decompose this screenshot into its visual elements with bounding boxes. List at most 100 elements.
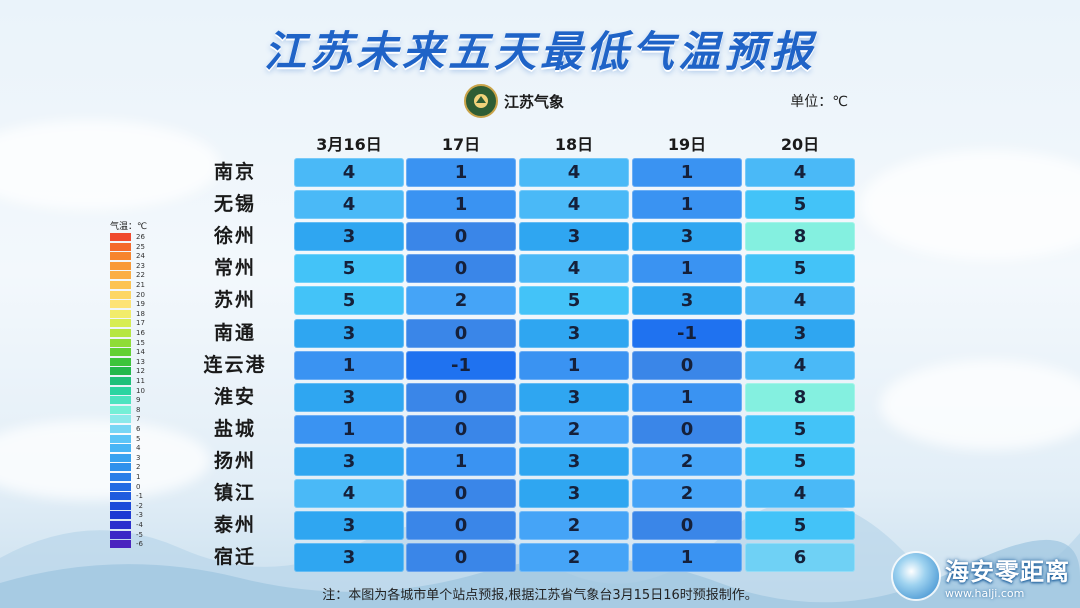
legend-title: 气温：℃ bbox=[110, 222, 148, 232]
temperature-cell: 0 bbox=[406, 479, 516, 508]
legend-label: 17 bbox=[136, 319, 145, 327]
temperature-cell: 0 bbox=[406, 254, 516, 283]
legend-swatch bbox=[110, 377, 131, 385]
legend-label: 8 bbox=[136, 406, 141, 414]
temperature-cell: 3 bbox=[294, 319, 404, 348]
temperature-cell: 4 bbox=[745, 479, 855, 508]
temperature-cell: 3 bbox=[294, 511, 404, 540]
legend-swatch bbox=[110, 319, 131, 327]
temperature-cell: 0 bbox=[632, 511, 742, 540]
cma-logo: 江苏气象 bbox=[464, 84, 564, 118]
temperature-cell: 3 bbox=[294, 543, 404, 572]
legend-label: 24 bbox=[136, 252, 145, 260]
legend-swatch bbox=[110, 271, 131, 279]
legend-swatch bbox=[110, 463, 131, 471]
date-header: 17日 bbox=[441, 135, 481, 154]
watermark-name: 海安零距离 bbox=[945, 558, 1070, 586]
temperature-cell: 1 bbox=[406, 447, 516, 476]
legend-swatch bbox=[110, 406, 131, 414]
date-header: 20日 bbox=[780, 135, 820, 154]
temperature-cell: 8 bbox=[745, 383, 855, 412]
temperature-cell: 5 bbox=[294, 254, 404, 283]
legend-label: 10 bbox=[136, 387, 145, 395]
legend-label: 11 bbox=[136, 377, 145, 385]
city-label: 盐城 bbox=[213, 418, 256, 440]
legend-label: 6 bbox=[136, 425, 141, 433]
temperature-cell: 6 bbox=[745, 543, 855, 572]
temperature-cell: 4 bbox=[745, 158, 855, 187]
temperature-cell: 4 bbox=[745, 351, 855, 380]
background-cloud bbox=[0, 120, 220, 210]
legend-swatch bbox=[110, 435, 131, 443]
temperature-cell: 3 bbox=[519, 479, 629, 508]
temperature-cell: 1 bbox=[406, 158, 516, 187]
legend-swatch bbox=[110, 291, 131, 299]
background-cloud bbox=[860, 150, 1080, 260]
legend-swatch bbox=[110, 243, 131, 251]
legend-label: 23 bbox=[136, 262, 145, 270]
legend-swatch bbox=[110, 252, 131, 260]
legend-label: 14 bbox=[136, 348, 145, 356]
city-label: 苏州 bbox=[213, 289, 256, 311]
temperature-cell: 1 bbox=[632, 383, 742, 412]
legend-swatch bbox=[110, 367, 131, 375]
temperature-cell: 0 bbox=[406, 511, 516, 540]
watermark-url: www.halji.com bbox=[945, 587, 1025, 600]
legend-swatch bbox=[110, 262, 131, 270]
temperature-cell: 4 bbox=[519, 254, 629, 283]
temperature-cell: 5 bbox=[294, 286, 404, 315]
legend-label: 18 bbox=[136, 310, 145, 318]
temperature-cell: 5 bbox=[745, 190, 855, 219]
legend-label: 26 bbox=[136, 233, 145, 241]
legend-swatch bbox=[110, 502, 131, 510]
temperature-cell: 8 bbox=[745, 222, 855, 251]
footnote: 注：本图为各城市单个站点预报,根据江苏省气象台3月15日16时预报制作。 bbox=[322, 588, 758, 603]
temperature-cell: 2 bbox=[406, 286, 516, 315]
legend-swatch bbox=[110, 387, 131, 395]
temperature-cell: 0 bbox=[632, 415, 742, 444]
temperature-cell: 4 bbox=[519, 190, 629, 219]
temperature-cell: 0 bbox=[406, 319, 516, 348]
city-label: 无锡 bbox=[213, 193, 256, 215]
legend-label: 25 bbox=[136, 243, 145, 251]
legend-swatch bbox=[110, 348, 131, 356]
temperature-cell: 3 bbox=[519, 383, 629, 412]
date-header: 3月16日 bbox=[316, 135, 382, 154]
temperature-cell: -1 bbox=[632, 319, 742, 348]
city-label: 扬州 bbox=[213, 450, 256, 472]
temperature-cell: 2 bbox=[632, 479, 742, 508]
temperature-cell: 5 bbox=[745, 447, 855, 476]
temperature-cell: 3 bbox=[294, 383, 404, 412]
legend-swatch bbox=[110, 281, 131, 289]
legend-label: 5 bbox=[136, 435, 141, 443]
temperature-cell: 5 bbox=[745, 511, 855, 540]
city-label: 南通 bbox=[213, 322, 256, 344]
legend-label: 4 bbox=[136, 444, 141, 452]
legend-label: -1 bbox=[136, 492, 143, 500]
temperature-cell: 0 bbox=[406, 415, 516, 444]
legend-label: 7 bbox=[136, 415, 141, 423]
legend-swatch bbox=[110, 329, 131, 337]
temperature-cell: 4 bbox=[294, 190, 404, 219]
legend-label: 22 bbox=[136, 271, 145, 279]
temperature-cell: -1 bbox=[406, 351, 516, 380]
city-label: 连云港 bbox=[203, 354, 267, 376]
temperature-cell: 3 bbox=[519, 319, 629, 348]
city-label: 常州 bbox=[213, 257, 256, 279]
legend-swatch bbox=[110, 521, 131, 529]
weather-bureau-emblem-icon bbox=[464, 84, 498, 118]
legend-label: 1 bbox=[136, 473, 141, 481]
date-header: 19日 bbox=[667, 135, 707, 154]
watermark-logo-icon bbox=[893, 553, 939, 599]
legend-label: 9 bbox=[136, 396, 141, 404]
city-label: 徐州 bbox=[213, 225, 256, 247]
temperature-cell: 3 bbox=[632, 222, 742, 251]
legend-swatch bbox=[110, 358, 131, 366]
temperature-cell: 2 bbox=[519, 543, 629, 572]
city-label: 镇江 bbox=[213, 482, 256, 504]
temperature-cell: 5 bbox=[745, 415, 855, 444]
city-label: 泰州 bbox=[213, 514, 256, 536]
temperature-cell: 0 bbox=[406, 222, 516, 251]
temperature-cell: 1 bbox=[632, 158, 742, 187]
temperature-cell: 3 bbox=[519, 222, 629, 251]
